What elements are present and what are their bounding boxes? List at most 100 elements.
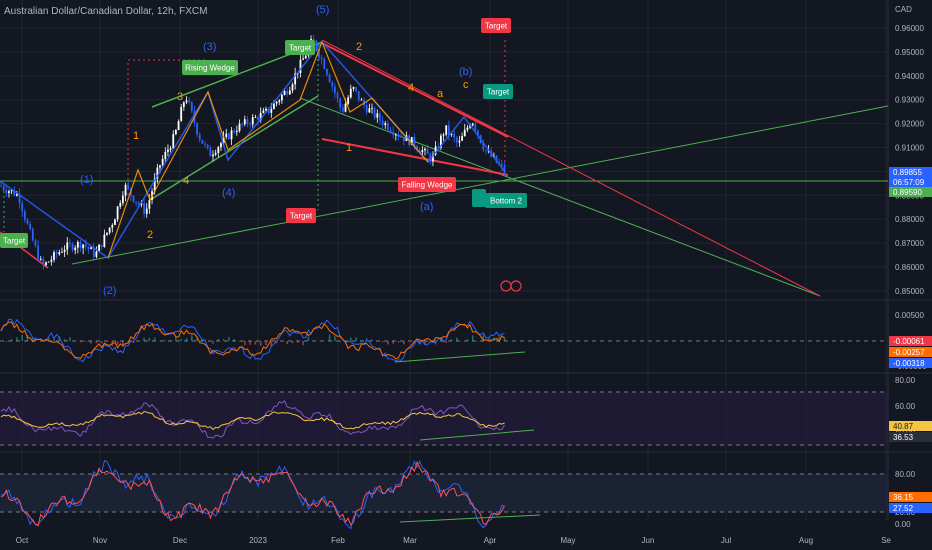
macd-histogram-bar bbox=[360, 340, 363, 341]
rsi-value-text: 40.87 bbox=[893, 422, 914, 431]
candle-body bbox=[45, 262, 47, 266]
candle-body bbox=[119, 203, 122, 207]
macd-value-badge[interactable] bbox=[889, 336, 932, 346]
candle-body bbox=[392, 132, 395, 135]
candle-body bbox=[90, 247, 92, 250]
target-tag[interactable]: Target bbox=[0, 233, 28, 248]
price-badge-text: 0.89590 bbox=[893, 188, 922, 197]
candle-body bbox=[373, 108, 376, 118]
bottom-tag[interactable]: Bottom 2 bbox=[485, 193, 527, 208]
target-tag-bg bbox=[285, 40, 315, 55]
price-axis[interactable]: 0.96000 0.95000 0.94000 0.93000 0.92000 0.910… bbox=[889, 24, 932, 529]
candle-body bbox=[254, 117, 257, 118]
price-tick-label: 0.93000 bbox=[895, 96, 924, 105]
price-badge[interactable] bbox=[889, 187, 932, 197]
annotation-tags[interactable]: Rising Wedge Falling Wedge Target Target Tar… bbox=[0, 18, 527, 292]
wave-label-orange: 2 bbox=[147, 229, 153, 241]
candle-body bbox=[389, 129, 392, 133]
rising-wedge-tag-bg bbox=[182, 60, 238, 75]
wave-label-orange: 3 bbox=[177, 91, 183, 103]
candle-body bbox=[190, 102, 193, 112]
rsi-value-text: 36.53 bbox=[893, 433, 914, 442]
macd-histogram-bar bbox=[371, 339, 373, 341]
macd-value-badge[interactable] bbox=[889, 347, 932, 357]
candle-body bbox=[365, 105, 368, 113]
candle-body bbox=[328, 74, 331, 83]
candle-body bbox=[220, 143, 222, 148]
descending-green-trendline[interactable] bbox=[299, 97, 821, 297]
price-tick-label: 0.87000 bbox=[895, 239, 924, 248]
rising-wedge-tag[interactable]: Rising Wedge bbox=[182, 60, 238, 75]
candle-body bbox=[394, 134, 397, 136]
macd-histogram-bar bbox=[471, 335, 474, 341]
macd-histogram-bar bbox=[424, 341, 426, 345]
event-marker-icon[interactable] bbox=[510, 280, 522, 292]
rising-wedge-tag-text: Rising Wedge bbox=[185, 64, 235, 73]
macd-histogram-bar bbox=[185, 338, 188, 341]
grid-lines bbox=[0, 0, 888, 520]
macd-histogram-bar bbox=[153, 337, 156, 341]
macd-histogram-bar bbox=[32, 338, 34, 341]
candle-body bbox=[482, 142, 485, 150]
candle-body bbox=[185, 100, 188, 103]
candle-body bbox=[437, 146, 440, 148]
rsi-value-badge[interactable] bbox=[889, 421, 932, 431]
falling-wedge-tag[interactable]: Falling Wedge bbox=[398, 177, 456, 192]
candle-body bbox=[458, 140, 461, 143]
candle-body bbox=[50, 259, 53, 262]
candle-body bbox=[421, 150, 424, 153]
macd-histogram-bar bbox=[503, 337, 506, 341]
price-tick-label: 0.95000 bbox=[895, 48, 924, 57]
candle-body bbox=[495, 155, 498, 163]
candle-body bbox=[278, 100, 281, 102]
candle-body bbox=[201, 139, 204, 144]
candle-body bbox=[140, 203, 143, 205]
stoch-value-badge[interactable] bbox=[889, 503, 932, 513]
price-badge[interactable] bbox=[889, 167, 932, 177]
target-tag[interactable]: Target bbox=[286, 208, 316, 223]
candle-body bbox=[474, 123, 477, 131]
candle-body bbox=[127, 184, 130, 189]
candle-body bbox=[323, 59, 326, 69]
candle-body bbox=[172, 134, 175, 149]
macd-histogram-bar bbox=[217, 338, 220, 341]
price-badge[interactable] bbox=[889, 177, 932, 187]
stoch-divergence-line bbox=[399, 514, 541, 523]
macd-histogram-bar bbox=[58, 336, 61, 341]
candle-body bbox=[238, 123, 241, 132]
rsi-value-badge[interactable] bbox=[889, 432, 932, 442]
time-tick-label: 2023 bbox=[249, 536, 267, 545]
candle-body bbox=[111, 224, 114, 228]
target-tag[interactable]: Target bbox=[483, 84, 513, 99]
macd-histogram-bar bbox=[392, 341, 394, 344]
candle-body bbox=[299, 59, 302, 73]
candle-body bbox=[180, 107, 183, 122]
candle-body bbox=[74, 247, 77, 251]
candle-body bbox=[23, 211, 26, 220]
target-tag-bg bbox=[481, 18, 511, 33]
candle-body bbox=[132, 195, 135, 202]
stoch-value-badge[interactable] bbox=[889, 492, 932, 502]
time-axis[interactable]: Oct Nov Dec 2023 Feb Mar Apr May Jun Jul Aug Se bbox=[16, 536, 892, 545]
candle-body bbox=[270, 108, 273, 113]
candle-body bbox=[257, 117, 259, 121]
candle-body bbox=[371, 108, 373, 109]
macd-value-text: -0.00061 bbox=[893, 337, 925, 346]
rising-wedge-lower[interactable] bbox=[149, 95, 319, 201]
long-rising-trendline[interactable] bbox=[71, 105, 889, 265]
candle-body bbox=[177, 121, 180, 131]
target-tag[interactable]: Target bbox=[481, 18, 511, 33]
target-tag[interactable]: Target bbox=[285, 40, 315, 55]
time-tick-label: Dec bbox=[173, 536, 187, 545]
candle-body bbox=[302, 58, 304, 60]
descending-red-trendline[interactable] bbox=[321, 39, 821, 297]
falling-wedge-upper[interactable] bbox=[321, 42, 509, 138]
candle-body bbox=[225, 133, 228, 137]
wave-path-orange bbox=[107, 40, 429, 259]
macd-value-badge[interactable] bbox=[889, 358, 932, 368]
falling-wedge-lower[interactable] bbox=[321, 138, 509, 176]
candle-body bbox=[288, 90, 291, 95]
candle-body bbox=[294, 73, 297, 85]
candle-body bbox=[114, 219, 116, 225]
